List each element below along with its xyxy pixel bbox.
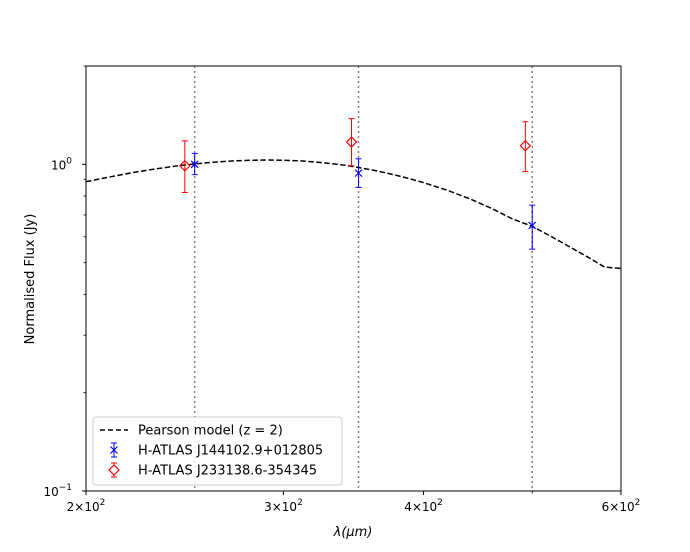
legend: Pearson model (z = 2) H-ATLAS J144102.9+… xyxy=(92,416,343,486)
legend-series-1-swatch xyxy=(108,462,120,478)
legend-model-label: Pearson model (z = 2) xyxy=(138,424,283,439)
series-1-point-1 xyxy=(345,118,358,167)
plot-frame xyxy=(85,65,622,492)
x-marker xyxy=(354,169,363,178)
x-tick-label-0: 2×102 xyxy=(67,498,106,514)
y-axis-label: Normalised Flux (Jy) xyxy=(23,214,38,345)
series-1-point-0 xyxy=(178,140,191,193)
y-tick-label-1: 100 xyxy=(51,156,72,172)
legend-series-0-label: H-ATLAS J144102.9+012805 xyxy=(138,444,323,459)
series-0-point-2 xyxy=(528,204,537,250)
series-0-point-1 xyxy=(354,158,363,188)
x-marker xyxy=(528,221,537,230)
series-1-point-2 xyxy=(519,121,532,173)
plot-area xyxy=(86,66,621,491)
diamond-marker xyxy=(519,139,532,152)
axis-ticks: 2×102 3×102 4×102 6×102 10−1 100 xyxy=(43,65,641,514)
x-marker xyxy=(190,160,199,169)
diamond-marker xyxy=(345,136,358,148)
x-axis-label: λ(μm) xyxy=(333,525,373,540)
y-tick-label-0: 10−1 xyxy=(43,483,72,499)
x-tick-label-2: 4×102 xyxy=(404,498,443,514)
x-tick-label-1: 3×102 xyxy=(264,498,303,514)
diamond-marker xyxy=(178,159,191,172)
x-tick-label-3: 6×102 xyxy=(602,498,641,514)
series-0-point-0 xyxy=(190,152,199,176)
legend-series-0-swatch xyxy=(110,442,118,458)
legend-series-1-label: H-ATLAS J233138.6-354345 xyxy=(138,464,317,479)
legend-frame xyxy=(92,416,343,486)
